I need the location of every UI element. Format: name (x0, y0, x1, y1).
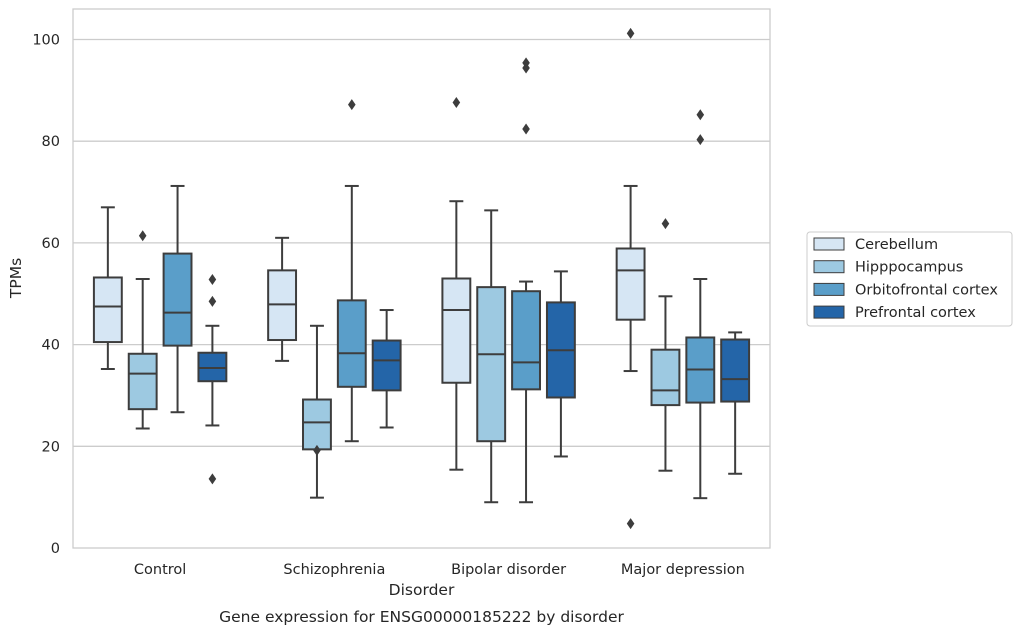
box-iqr (197, 351, 228, 383)
box-iqr (336, 299, 367, 388)
outlier-point (313, 444, 321, 456)
y-axis-label: TPMs (7, 258, 25, 299)
x-tick-label: Control (134, 562, 186, 578)
plot-frame (72, 8, 771, 549)
outlier-point (626, 518, 635, 530)
legend-swatch (813, 305, 845, 319)
box-hipppocampus (302, 324, 332, 499)
box-iqr (476, 286, 507, 443)
y-tick-label: 60 (42, 236, 60, 252)
y-tick-label: 0 (51, 541, 60, 557)
outlier-point (696, 109, 705, 121)
box-orbitofrontal-cortex (162, 184, 193, 414)
box-iqr (92, 276, 123, 344)
legend-frame (806, 231, 1013, 327)
legend-swatch (813, 260, 845, 274)
legend-label: Hipppocampus (855, 260, 963, 276)
box-prefrontal-cortex (197, 274, 228, 485)
box-iqr (127, 352, 158, 411)
box-cerebellum (92, 206, 123, 371)
y-tick-label: 40 (42, 338, 60, 354)
outlier-point (138, 230, 147, 242)
chart-caption: Gene expression for ENSG00000185222 by d… (219, 608, 624, 626)
box-cerebellum (441, 97, 472, 471)
x-axis-label: Disorder (389, 581, 455, 599)
y-tick-label: 100 (32, 33, 60, 49)
legend: Cerebellum Hipppocampus Orbitofrontal cort… (806, 231, 1013, 327)
box-hipppocampus (127, 230, 158, 430)
box-iqr (650, 348, 681, 407)
box-prefrontal-cortex (371, 309, 402, 429)
box-orbitofrontal-cortex (511, 57, 541, 504)
x-tick-label: Schizophrenia (283, 562, 385, 578)
x-tick-label: Bipolar disorder (451, 562, 566, 578)
outlier-point (661, 218, 670, 230)
outlier-point (208, 274, 217, 286)
outlier-point (522, 62, 530, 74)
box-cerebellum (615, 27, 646, 530)
y-axis: 0 20 40 60 80 100 (32, 33, 60, 557)
y-tick-label: 20 (42, 439, 60, 455)
outlier-point (208, 295, 217, 307)
outlier-point (626, 27, 635, 39)
legend-swatch (813, 282, 845, 296)
box-hipppocampus (650, 218, 681, 472)
box-iqr (615, 247, 646, 321)
legend-label: Orbitofrontal cortex (855, 282, 998, 298)
box-iqr (302, 398, 332, 451)
legend-label: Prefrontal cortex (855, 305, 976, 321)
box-iqr (720, 338, 751, 403)
outlier-point (208, 473, 217, 485)
box-iqr (511, 290, 541, 391)
outlier-point (452, 97, 461, 109)
x-axis: Control Schizophrenia Bipolar disorder Majo… (134, 562, 745, 578)
box-prefrontal-cortex (720, 331, 751, 475)
legend-swatch (813, 237, 845, 251)
box-hipppocampus (476, 209, 507, 504)
x-tick-label: Major depression (621, 562, 745, 578)
legend-label: Cerebellum (855, 237, 938, 253)
box-iqr (441, 277, 472, 384)
box-iqr (371, 339, 402, 392)
boxes-layer (92, 27, 751, 530)
box-cerebellum (267, 236, 298, 362)
box-orbitofrontal-cortex (336, 99, 367, 443)
outlier-point (522, 123, 530, 135)
outlier-point (348, 99, 356, 111)
box-prefrontal-cortex (545, 270, 576, 458)
outlier-point (696, 134, 705, 146)
box-iqr (162, 252, 193, 347)
y-tick-label: 80 (42, 134, 60, 150)
box-orbitofrontal-cortex (685, 109, 716, 500)
